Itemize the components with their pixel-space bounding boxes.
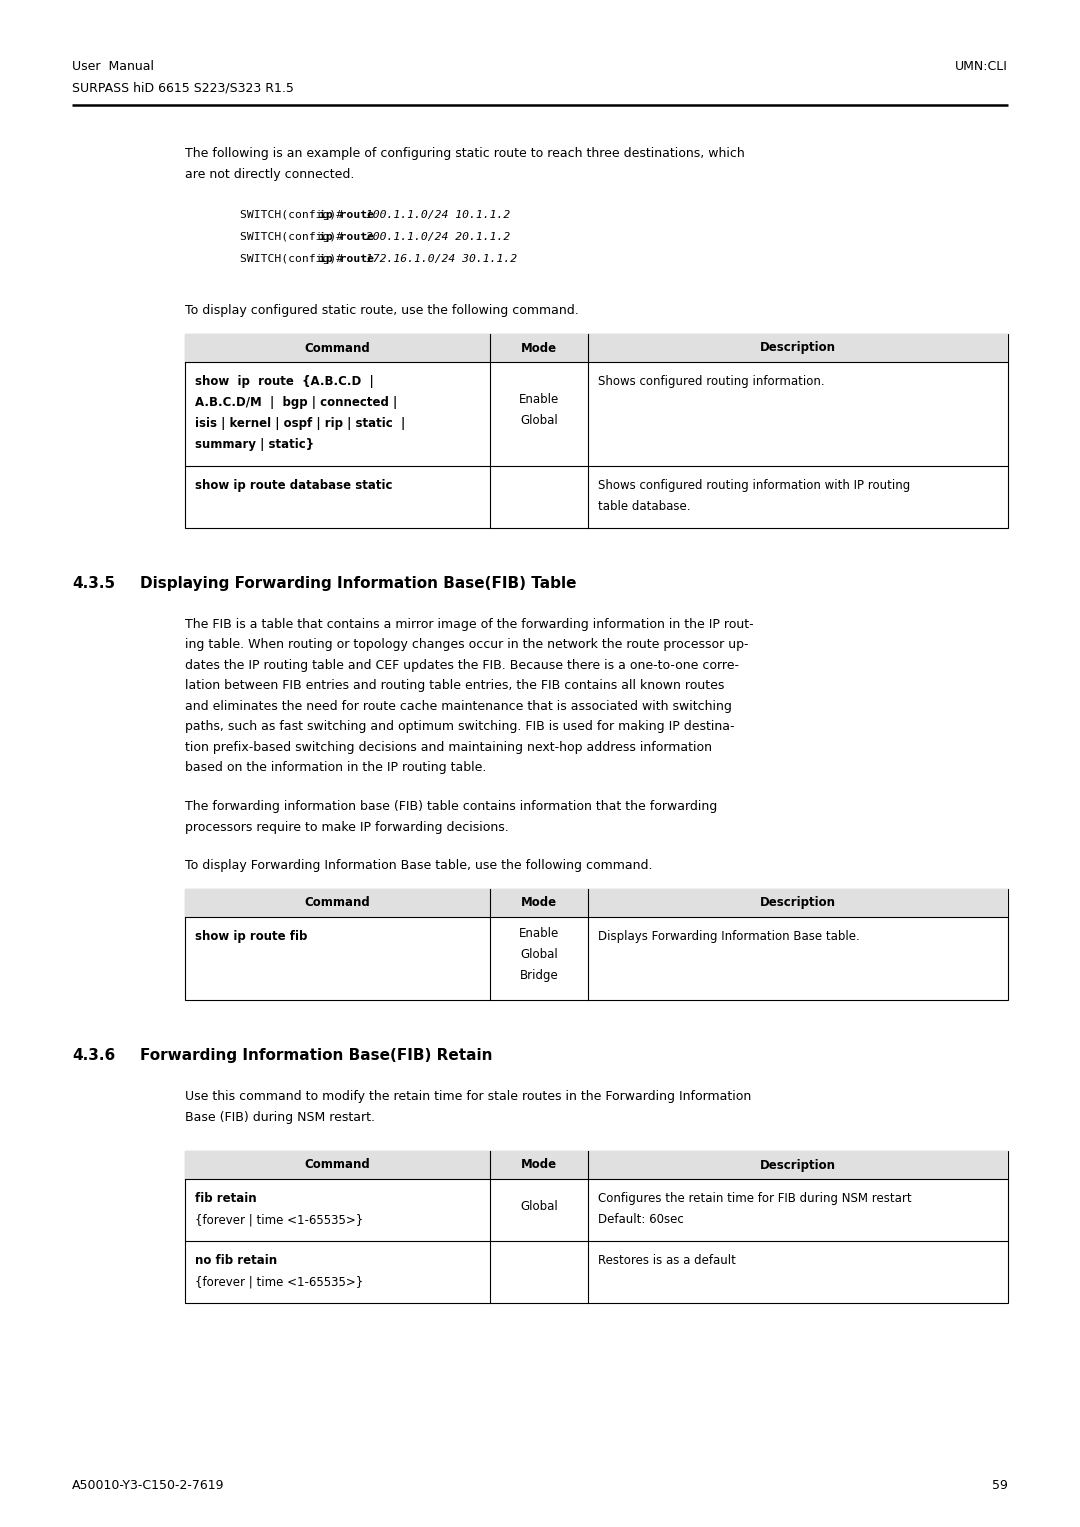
Text: Description: Description: [760, 1159, 836, 1171]
Text: Forwarding Information Base(FIB) Retain: Forwarding Information Base(FIB) Retain: [140, 1048, 492, 1063]
Text: Base (FIB) during NSM restart.: Base (FIB) during NSM restart.: [185, 1110, 375, 1124]
Text: Global: Global: [519, 948, 557, 960]
Text: The FIB is a table that contains a mirror image of the forwarding information in: The FIB is a table that contains a mirro…: [185, 618, 754, 631]
Text: Command: Command: [305, 896, 370, 910]
Text: lation between FIB entries and routing table entries, the FIB contains all known: lation between FIB entries and routing t…: [185, 680, 725, 693]
Text: Shows configured routing information with IP routing: Shows configured routing information wit…: [598, 479, 910, 492]
Text: SWITCH(config)#: SWITCH(config)#: [240, 232, 350, 241]
Text: processors require to make IP forwarding decisions.: processors require to make IP forwarding…: [185, 820, 509, 834]
Text: tion prefix-based switching decisions and maintaining next-hop address informati: tion prefix-based switching decisions an…: [185, 741, 712, 754]
Text: UMN:CLI: UMN:CLI: [955, 60, 1008, 73]
Bar: [185, 334, 1008, 362]
Text: Enable: Enable: [518, 392, 559, 406]
Text: SWITCH(config)#: SWITCH(config)#: [240, 211, 350, 220]
Text: Shows configured routing information.: Shows configured routing information.: [598, 376, 825, 388]
Text: show ip route database static: show ip route database static: [195, 479, 392, 492]
Text: Default: 60sec: Default: 60sec: [598, 1212, 684, 1226]
Text: 172.16.1.0/24 30.1.1.2: 172.16.1.0/24 30.1.1.2: [359, 253, 517, 264]
Text: based on the information in the IP routing table.: based on the information in the IP routi…: [185, 762, 486, 774]
Text: A.B.C.D/M  |  bgp | connected |: A.B.C.D/M | bgp | connected |: [195, 395, 397, 409]
Text: and eliminates the need for route cache maintenance that is associated with swit: and eliminates the need for route cache …: [185, 699, 732, 713]
Text: 4.3.5: 4.3.5: [72, 576, 116, 591]
Text: are not directly connected.: are not directly connected.: [185, 168, 354, 182]
Text: {forever | time <1-65535>}: {forever | time <1-65535>}: [195, 1212, 363, 1226]
Text: table database.: table database.: [598, 499, 691, 513]
Text: Command: Command: [305, 342, 370, 354]
Text: 4.3.6: 4.3.6: [72, 1048, 116, 1063]
Text: ip route: ip route: [320, 211, 374, 220]
Text: Enable: Enable: [518, 927, 559, 941]
Text: {forever | time <1-65535>}: {forever | time <1-65535>}: [195, 1275, 363, 1287]
Bar: [185, 334, 1008, 528]
Text: paths, such as fast switching and optimum switching. FIB is used for making IP d: paths, such as fast switching and optimu…: [185, 721, 734, 733]
Text: Displays Forwarding Information Base table.: Displays Forwarding Information Base tab…: [598, 930, 860, 944]
Text: Mode: Mode: [521, 1159, 557, 1171]
Text: dates the IP routing table and CEF updates the FIB. Because there is a one-to-on: dates the IP routing table and CEF updat…: [185, 660, 739, 672]
Text: SURPASS hiD 6615 S223/S323 R1.5: SURPASS hiD 6615 S223/S323 R1.5: [72, 82, 294, 95]
Text: To display configured static route, use the following command.: To display configured static route, use …: [185, 304, 579, 318]
Text: Configures the retain time for FIB during NSM restart: Configures the retain time for FIB durin…: [598, 1193, 912, 1205]
Text: Restores is as a default: Restores is as a default: [598, 1254, 737, 1267]
Text: Global: Global: [519, 1200, 557, 1212]
Text: show  ip  route  {A.B.C.D  |: show ip route {A.B.C.D |: [195, 376, 374, 388]
Text: A50010-Y3-C150-2-7619: A50010-Y3-C150-2-7619: [72, 1480, 225, 1492]
Text: summary | static}: summary | static}: [195, 438, 314, 450]
Bar: [185, 889, 1008, 1000]
Text: 100.1.1.0/24 10.1.1.2: 100.1.1.0/24 10.1.1.2: [359, 211, 510, 220]
Text: Displaying Forwarding Information Base(FIB) Table: Displaying Forwarding Information Base(F…: [140, 576, 577, 591]
Text: show ip route fib: show ip route fib: [195, 930, 308, 944]
Text: Description: Description: [760, 896, 836, 910]
Text: 59: 59: [993, 1480, 1008, 1492]
Bar: [185, 889, 1008, 918]
Text: Bridge: Bridge: [519, 970, 558, 982]
Text: The following is an example of configuring static route to reach three destinati: The following is an example of configuri…: [185, 147, 745, 160]
Bar: [185, 1151, 1008, 1179]
Text: Description: Description: [760, 342, 836, 354]
Text: no fib retain: no fib retain: [195, 1254, 278, 1267]
Text: Use this command to modify the retain time for stale routes in the Forwarding In: Use this command to modify the retain ti…: [185, 1090, 752, 1102]
Text: ip route: ip route: [320, 232, 374, 243]
Text: The forwarding information base (FIB) table contains information that the forwar: The forwarding information base (FIB) ta…: [185, 800, 717, 812]
Text: Global: Global: [519, 414, 557, 428]
Text: To display Forwarding Information Base table, use the following command.: To display Forwarding Information Base t…: [185, 860, 652, 872]
Text: ing table. When routing or topology changes occur in the network the route proce: ing table. When routing or topology chan…: [185, 638, 748, 652]
Text: 200.1.1.0/24 20.1.1.2: 200.1.1.0/24 20.1.1.2: [359, 232, 510, 241]
Text: ip route: ip route: [320, 253, 374, 264]
Text: fib retain: fib retain: [195, 1193, 257, 1205]
Text: Mode: Mode: [521, 896, 557, 910]
Text: isis | kernel | ospf | rip | static  |: isis | kernel | ospf | rip | static |: [195, 417, 405, 431]
Text: User  Manual: User Manual: [72, 60, 154, 73]
Bar: [185, 1151, 1008, 1303]
Text: Mode: Mode: [521, 342, 557, 354]
Text: SWITCH(config)#: SWITCH(config)#: [240, 253, 350, 264]
Text: Command: Command: [305, 1159, 370, 1171]
